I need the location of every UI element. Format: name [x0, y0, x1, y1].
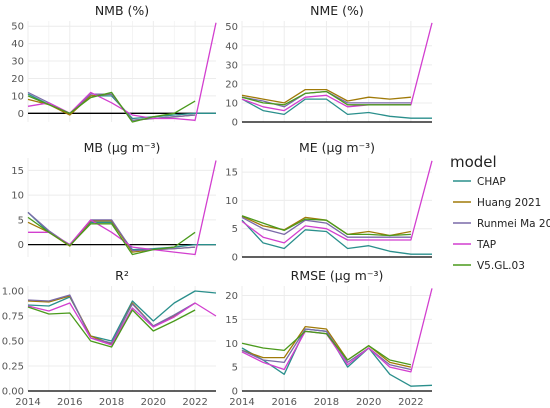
series-line-runmei-ma-2021	[241, 328, 412, 371]
series-line-v5-gl-03	[27, 216, 196, 256]
legend-entry-huang-2021: Huang 2021	[453, 197, 541, 209]
y-tick-label: 10	[225, 339, 238, 350]
panel-title: RMSE (μg m⁻³)	[291, 268, 384, 283]
y-tick-label: 0	[18, 240, 24, 251]
series-line-chap	[241, 98, 432, 119]
series-line-v5-gl-03	[27, 306, 196, 348]
y-tick-label: 20	[225, 79, 238, 90]
y-tick-label: 15	[11, 166, 24, 177]
legend-label: TAP	[476, 239, 496, 251]
y-tick-label: 5	[232, 224, 238, 235]
series-line-tap	[241, 288, 433, 373]
y-tick-label: 40	[225, 41, 238, 52]
series-line-huang-2021	[241, 88, 411, 104]
y-tick-label: 0.75	[2, 312, 24, 323]
panel-title: MB (μg m⁻³)	[84, 140, 161, 155]
series-line-huang-2021	[241, 325, 412, 368]
y-tick-label: 15	[225, 168, 238, 179]
y-tick-label: 20	[225, 291, 238, 302]
panel-3: MB (μg m⁻³) 0 5 10 15	[11, 140, 217, 257]
legend-entry-runmei-ma-2021: Runmei Ma 2021	[453, 218, 550, 230]
y-tick-label: 0.25	[2, 362, 24, 373]
x-tick-label: 2020	[356, 397, 381, 408]
y-tick-label: 0	[232, 387, 238, 398]
x-tick-label: 2022	[182, 397, 207, 408]
x-tick-label: 2020	[141, 397, 166, 408]
legend-entries: CHAP Huang 2021 Runmei Ma 2021 TAP V5.GL.03	[453, 176, 550, 272]
panel-6: RMSE (μg m⁻³) 0 5 10 15 20 2014 2016 2018 2020 202…	[225, 268, 433, 408]
y-tick-label: 20	[11, 74, 24, 85]
series-line-v5-gl-03	[241, 90, 411, 106]
y-tick-label: 1.00	[2, 287, 24, 298]
panel-title: NMB (%)	[95, 3, 149, 18]
series-line-v5-gl-03	[27, 91, 196, 123]
series-line-runmei-ma-2021	[27, 211, 196, 252]
y-tick-label: 5	[232, 363, 238, 374]
series-line-tap	[27, 302, 217, 346]
y-tick-label: 5	[18, 215, 24, 226]
series-line-chap	[241, 219, 432, 255]
legend-entry-tap: TAP	[453, 239, 496, 251]
y-tick-label: 30	[225, 60, 238, 71]
x-tick-label: 2018	[314, 397, 339, 408]
series-line-chap	[27, 290, 217, 342]
panel-title: NME (%)	[310, 3, 364, 18]
series-line-v5-gl-03	[241, 330, 412, 366]
series-line-runmei-ma-2021	[27, 294, 196, 344]
y-tick-label: 15	[225, 315, 238, 326]
y-tick-label: 30	[11, 57, 24, 68]
y-tick-label: 0	[232, 118, 238, 129]
panel-2: NME (%) 0 10 20 30 40 50	[225, 3, 433, 129]
legend-label: Runmei Ma 2021	[477, 218, 550, 230]
y-tick-label: 50	[225, 22, 238, 33]
y-tick-label: 50	[11, 22, 24, 33]
x-tick-label: 2016	[271, 397, 296, 408]
series-line-v5-gl-03	[241, 215, 411, 237]
panel-title: R²	[115, 268, 129, 283]
legend-title: model	[450, 153, 497, 171]
panel-5: R² 0.00 0.25 0.50 0.75 1.00 2014 2016 2018 2020 20…	[2, 268, 217, 408]
x-tick-label: 2018	[99, 397, 124, 408]
legend: model CHAP Huang 2021 Runmei Ma 2021 TAP V5.…	[450, 153, 550, 272]
legend-label: V5.GL.03	[477, 260, 525, 272]
y-tick-label: 0	[232, 253, 238, 264]
legend-label: CHAP	[477, 176, 506, 188]
y-tick-label: 10	[225, 98, 238, 109]
panel-4: ME (μg m⁻³) 0 5 10 15	[225, 140, 433, 264]
series-line-tap	[27, 22, 217, 121]
y-tick-label: 0.50	[2, 337, 24, 348]
y-tick-label: 10	[11, 191, 24, 202]
series-line-tap	[28, 160, 217, 256]
x-tick-label: 2014	[15, 397, 40, 408]
x-tick-label: 2016	[57, 397, 82, 408]
series-line-tap	[241, 160, 433, 244]
x-tick-label: 2014	[229, 397, 254, 408]
y-tick-label: 10	[225, 196, 238, 207]
legend-label: Huang 2021	[477, 197, 541, 209]
y-tick-label: 40	[11, 39, 24, 50]
series-line-runmei-ma-2021	[241, 216, 411, 238]
legend-entry-v5-gl-03: V5.GL.03	[453, 260, 525, 272]
y-tick-label: 0	[18, 109, 24, 120]
panel-1: NMB (%) 0 10 20 30 40 50	[11, 3, 217, 123]
panel-title: ME (μg m⁻³)	[299, 140, 375, 155]
x-tick-label: 2022	[398, 397, 423, 408]
y-tick-label: 10	[11, 91, 24, 102]
y-tick-label: 0.00	[2, 387, 24, 398]
legend-entry-chap: CHAP	[453, 176, 506, 188]
